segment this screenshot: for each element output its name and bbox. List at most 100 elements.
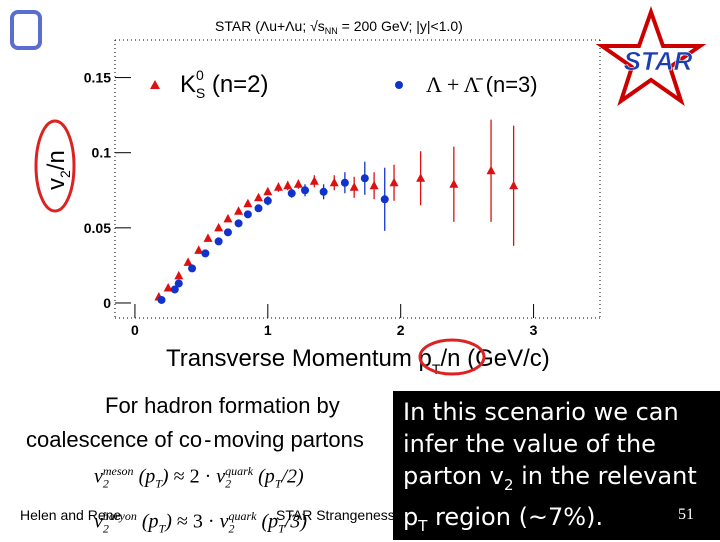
right-bracket-decoration bbox=[26, 10, 42, 50]
y-axis-label-main: v bbox=[43, 178, 70, 190]
chart-title-post: = 200 GeV; |y|<1.0) bbox=[338, 18, 463, 34]
explanation-line-2-dash: - bbox=[204, 427, 212, 452]
kshort-point bbox=[214, 222, 224, 232]
callout-line-4: pT region (~7%). bbox=[403, 502, 604, 535]
explanation-line-2-end: moving partons bbox=[213, 427, 364, 452]
chart-title-pre: STAR ( bbox=[215, 18, 260, 34]
lambda-point bbox=[157, 295, 166, 304]
y-tick-label: 0 bbox=[103, 295, 111, 311]
x-axis-label-post: /n (GeV/c) bbox=[440, 345, 549, 372]
lambda-point bbox=[201, 249, 210, 258]
kshort-point bbox=[329, 177, 339, 187]
kshort-point bbox=[273, 182, 283, 191]
footer-center: STAR Strangeness bbox=[276, 507, 395, 523]
chart-title-particle: Λu+Λu bbox=[260, 18, 302, 34]
kshort-point bbox=[389, 177, 399, 187]
kshort-point bbox=[349, 182, 359, 191]
chart-title-mid: ; √s bbox=[302, 18, 324, 34]
y-axis-label: v2/n bbox=[43, 150, 73, 190]
legend-kshort-sub: S bbox=[196, 85, 205, 101]
axes-frame bbox=[114, 39, 601, 319]
callout-box bbox=[393, 391, 720, 540]
star-logo: STAR bbox=[595, 5, 707, 107]
legend-lambda-post: (n=3) bbox=[480, 72, 538, 97]
kshort-point bbox=[234, 206, 244, 215]
legend-lambda-marker bbox=[395, 81, 403, 89]
legend-kshort-post: (n=2) bbox=[205, 71, 268, 98]
lambda-point bbox=[319, 187, 328, 196]
kshort-point bbox=[486, 165, 496, 175]
explanation-line-2: coalescence of co-moving partons bbox=[26, 427, 364, 453]
lambda-point bbox=[223, 228, 232, 237]
x-tick-label: 0 bbox=[131, 322, 139, 338]
kshort-point bbox=[203, 233, 213, 242]
y-tick-label: 0.05 bbox=[84, 220, 111, 236]
star-logo-shape bbox=[595, 5, 707, 107]
legend-lambda-symbol: Λ + Λ̄ bbox=[426, 72, 484, 97]
legend-kshort-label: K0 S (n=2) bbox=[180, 67, 269, 101]
legend: K0 S (n=2) Λ + Λ̄ (n=3) bbox=[150, 67, 538, 101]
lambda-point bbox=[214, 237, 223, 246]
kshort-point bbox=[283, 180, 293, 190]
legend-kshort-sup: 0 bbox=[196, 67, 204, 83]
star-logo-text: STAR bbox=[624, 46, 693, 76]
lambda-point bbox=[301, 186, 310, 195]
lambda-point bbox=[174, 279, 183, 288]
data-marks bbox=[154, 119, 519, 304]
x-tick-label: 3 bbox=[530, 322, 538, 338]
lambda-point bbox=[254, 204, 263, 213]
left-bracket-decoration bbox=[10, 10, 26, 50]
chart-title: STAR (Λu+Λu; √sNN = 200 GeV; |y|<1.0) bbox=[215, 18, 463, 36]
callout-text: In this scenario we can infer the value … bbox=[403, 396, 713, 542]
lambda-point bbox=[340, 178, 349, 187]
kshort-point bbox=[163, 282, 173, 292]
legend-kshort-marker bbox=[150, 80, 160, 89]
x-axis-label-sub: T bbox=[432, 361, 441, 377]
xlabel-highlight-circle bbox=[418, 338, 486, 376]
x-tick-label: 1 bbox=[264, 322, 272, 338]
callout-line-3: parton v2 in the relevant bbox=[403, 462, 697, 494]
kshort-series bbox=[154, 119, 519, 301]
meson-formula: v2meson (pT) ≈ 2 · v2quark (pT/2) bbox=[94, 464, 304, 491]
callout-line-1: In this scenario we can bbox=[403, 398, 679, 426]
page-number: 51 bbox=[678, 506, 694, 523]
kshort-point bbox=[194, 245, 204, 254]
y-tick-label: 0.15 bbox=[84, 70, 111, 86]
y-axis-label-post: /n bbox=[43, 150, 70, 170]
kshort-point bbox=[174, 270, 184, 280]
baryon-formula: v2baryon (pT) ≈ 3 · v2quark (pT/3) bbox=[94, 509, 308, 536]
callout-line-2: infer the value of the bbox=[403, 430, 656, 458]
legend-lambda-label: Λ + Λ̄ (n=3) bbox=[426, 72, 538, 97]
axis-ticks: 0 0.05 0.1 0.15 0 1 2 3 bbox=[84, 70, 538, 338]
legend-kshort-symbol: K bbox=[180, 71, 196, 98]
footer-author: Helen and Rene bbox=[20, 507, 122, 523]
kshort-point bbox=[309, 176, 319, 185]
explanation-line-1: For hadron formation by bbox=[105, 393, 340, 418]
lambda-point bbox=[263, 196, 272, 205]
explanation-line-2-start: coalescence of co bbox=[26, 427, 203, 452]
ylabel-highlight-circle bbox=[34, 119, 76, 213]
y-tick-label: 0.1 bbox=[92, 145, 112, 161]
lambda-point bbox=[380, 195, 389, 204]
lambda-point bbox=[188, 264, 197, 273]
x-tick-label: 2 bbox=[397, 322, 405, 338]
x-axis-label: Transverse Momentum pT/n (GeV/c) bbox=[166, 345, 550, 377]
kshort-point bbox=[509, 180, 519, 190]
kshort-point bbox=[369, 180, 379, 190]
kshort-point bbox=[293, 179, 303, 188]
kshort-point bbox=[263, 186, 273, 196]
x-axis-label-main: Transverse Momentum p bbox=[166, 345, 432, 372]
lambda-point bbox=[234, 219, 243, 228]
y-axis-label-sub: 2 bbox=[57, 170, 73, 178]
kshort-point bbox=[183, 257, 193, 266]
kshort-point bbox=[243, 198, 253, 208]
lambda-point bbox=[170, 285, 179, 294]
kshort-point bbox=[449, 179, 459, 188]
lambda-series bbox=[157, 161, 389, 304]
kshort-point bbox=[416, 173, 426, 182]
lambda-point bbox=[287, 189, 296, 198]
chart-title-sub: NN bbox=[325, 26, 338, 36]
kshort-point bbox=[254, 192, 264, 202]
lambda-point bbox=[243, 210, 252, 219]
